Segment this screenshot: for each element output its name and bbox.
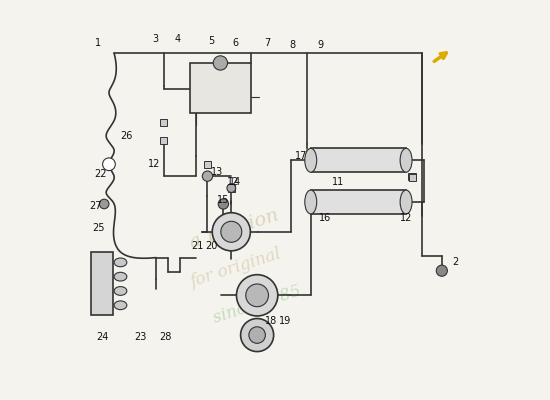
Circle shape bbox=[436, 265, 447, 276]
Circle shape bbox=[227, 184, 236, 192]
Text: 13: 13 bbox=[211, 167, 223, 177]
Circle shape bbox=[249, 327, 266, 343]
Text: 16: 16 bbox=[318, 213, 331, 223]
Text: 12: 12 bbox=[227, 177, 239, 187]
Ellipse shape bbox=[400, 148, 412, 172]
Text: 24: 24 bbox=[96, 332, 108, 342]
Ellipse shape bbox=[400, 190, 412, 214]
Text: 17: 17 bbox=[295, 151, 307, 161]
Text: 20: 20 bbox=[205, 241, 218, 251]
Text: 1: 1 bbox=[95, 38, 101, 48]
Ellipse shape bbox=[305, 148, 317, 172]
Text: 15: 15 bbox=[217, 195, 229, 205]
Text: for original: for original bbox=[188, 246, 283, 291]
Text: 18: 18 bbox=[265, 316, 277, 326]
Text: 26: 26 bbox=[120, 132, 132, 142]
Ellipse shape bbox=[305, 190, 317, 214]
Circle shape bbox=[103, 158, 115, 171]
Text: 19: 19 bbox=[279, 316, 291, 326]
Circle shape bbox=[212, 213, 250, 251]
Circle shape bbox=[213, 56, 228, 70]
Circle shape bbox=[218, 199, 229, 209]
Text: 7: 7 bbox=[264, 38, 270, 48]
Text: 5: 5 bbox=[208, 36, 214, 46]
Bar bbox=[160, 137, 167, 144]
Bar bbox=[228, 184, 235, 192]
Text: 14: 14 bbox=[229, 177, 241, 187]
Text: 25: 25 bbox=[92, 223, 104, 233]
Bar bbox=[409, 172, 416, 180]
Bar bbox=[409, 174, 416, 181]
Text: 4: 4 bbox=[174, 34, 181, 44]
Circle shape bbox=[240, 318, 274, 352]
Ellipse shape bbox=[114, 258, 127, 267]
Bar bbox=[204, 161, 211, 168]
Bar bbox=[91, 252, 113, 315]
Circle shape bbox=[100, 199, 109, 209]
Ellipse shape bbox=[114, 301, 127, 310]
Bar bbox=[160, 119, 167, 126]
Ellipse shape bbox=[114, 286, 127, 295]
Circle shape bbox=[221, 221, 242, 242]
Text: 28: 28 bbox=[160, 332, 172, 342]
Text: 27: 27 bbox=[89, 201, 102, 211]
Text: 6: 6 bbox=[232, 38, 238, 48]
Text: 22: 22 bbox=[94, 169, 107, 179]
Text: since 1985: since 1985 bbox=[211, 283, 304, 327]
Text: 12: 12 bbox=[147, 159, 160, 169]
Ellipse shape bbox=[114, 272, 127, 281]
Circle shape bbox=[202, 171, 213, 181]
Text: 8: 8 bbox=[290, 40, 296, 50]
Circle shape bbox=[246, 284, 268, 307]
Text: a passion: a passion bbox=[188, 206, 281, 252]
Text: 9: 9 bbox=[317, 40, 324, 50]
Text: 12: 12 bbox=[400, 213, 412, 223]
Text: 2: 2 bbox=[453, 256, 459, 266]
Text: 23: 23 bbox=[134, 332, 146, 342]
Text: 11: 11 bbox=[332, 177, 345, 187]
Bar bbox=[190, 63, 251, 113]
Text: 3: 3 bbox=[153, 34, 159, 44]
Text: 21: 21 bbox=[191, 241, 204, 251]
Bar bbox=[311, 148, 406, 172]
Bar bbox=[311, 190, 406, 214]
Circle shape bbox=[236, 275, 278, 316]
